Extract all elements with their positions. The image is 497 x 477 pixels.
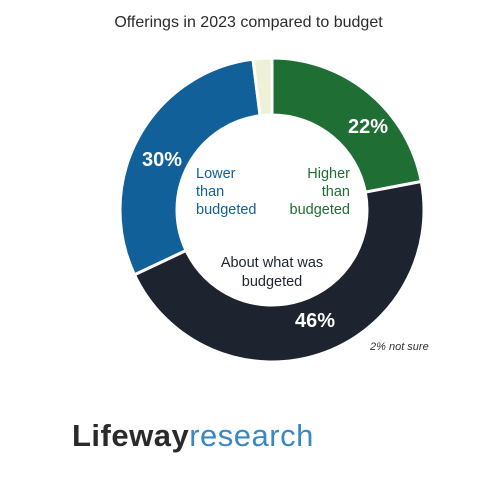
svg-text:budgeted: budgeted bbox=[242, 274, 302, 290]
slice-label-about: About what was budgeted bbox=[221, 255, 323, 290]
donut-chart: 22% 46% 30% Higher than budgeted Lower t… bbox=[118, 56, 429, 364]
svg-text:About what was: About what was bbox=[221, 255, 323, 271]
chart-title: Offerings in 2023 compared to budget bbox=[114, 14, 383, 31]
not-sure-note: 2% not sure bbox=[369, 341, 429, 353]
lifeway-research-logo: Lifewayresearch bbox=[72, 418, 314, 454]
svg-text:budgeted: budgeted bbox=[290, 202, 350, 218]
svg-text:Lower: Lower bbox=[196, 166, 236, 182]
slice-not-sure bbox=[251, 56, 274, 118]
slice-lower bbox=[118, 57, 262, 277]
slice-percent-higher: 22% bbox=[348, 116, 388, 138]
svg-text:than: than bbox=[196, 184, 224, 200]
slice-percent-lower: 30% bbox=[142, 149, 182, 171]
slice-label-higher: Higher than budgeted bbox=[290, 166, 351, 218]
brand-lifeway: Lifeway bbox=[72, 418, 190, 453]
svg-text:budgeted: budgeted bbox=[196, 202, 256, 218]
svg-text:than: than bbox=[322, 184, 350, 200]
brand-research: research bbox=[189, 418, 314, 453]
slice-about bbox=[132, 179, 426, 364]
svg-text:Higher: Higher bbox=[307, 166, 350, 182]
slice-label-lower: Lower than budgeted bbox=[196, 166, 256, 218]
slice-percent-about: 46% bbox=[295, 310, 335, 332]
